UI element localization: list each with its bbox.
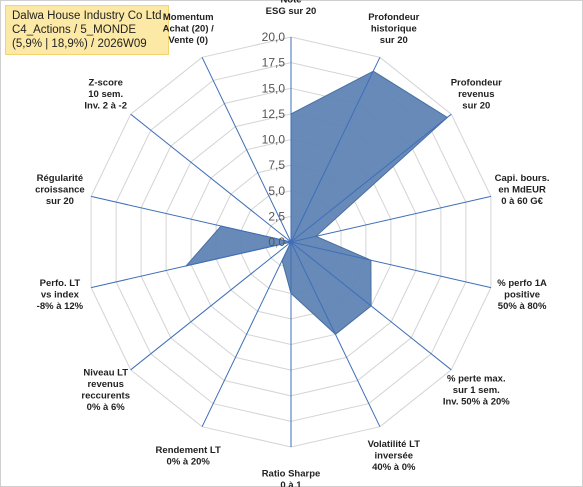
axis-label-line: Rendement LT [156, 445, 221, 456]
tick-label: 12,5 [262, 107, 286, 121]
axis-label: Z-score 10 sem. Inv. 2 à -2 [84, 78, 127, 112]
axis-label: Rendement LT 0% à 20% [156, 445, 221, 468]
axis-label-line: Momentum [163, 12, 214, 23]
axis-label-line: 0 à 60 G€ [501, 196, 543, 207]
axis-spoke [201, 57, 292, 243]
axis-label-line: ESG sur 20 [266, 6, 317, 17]
axis-label-line: sur 20 [462, 101, 490, 112]
chart-title-box: Dalwa House Industry Co Ltd C4_Actions /… [5, 5, 169, 55]
axis-label-line: Note [280, 0, 301, 5]
axis-label-line: inversée [375, 451, 414, 462]
tick-label: 5,0 [268, 184, 285, 198]
axis-label-line: Volatilité LT [368, 439, 421, 450]
axis-spoke [290, 241, 381, 427]
axis-label: Niveau LT revenus reccurents 0% à 6% [81, 368, 130, 414]
axis-label-line: Inv. 2 à -2 [84, 101, 127, 112]
tick-label: 10,0 [262, 133, 286, 147]
axis-label-line: Perfo. LT [40, 278, 81, 289]
series-area [184, 70, 449, 335]
axis-label-line: Capi. bours. [495, 173, 550, 184]
axis-label-line: Vente (0) [168, 35, 208, 46]
axis-label-line: Régularité [37, 173, 83, 184]
axis-spoke [290, 241, 452, 371]
axis-label-line: % perfo 1A [497, 278, 547, 289]
axis-spoke [130, 241, 292, 371]
axis-label-line: Niveau LT [83, 368, 128, 379]
axis-label: % perfo 1A positive 50% à 80% [497, 278, 547, 312]
axis-label-line: sur 20 [46, 196, 74, 207]
axis-spoke [90, 241, 292, 289]
tick-label: 17,5 [262, 56, 286, 70]
axis-label: Volatilité LT inversée 40% à 0% [368, 439, 421, 473]
axis-label-line: vs index [41, 290, 80, 301]
axis-spoke [130, 113, 292, 243]
axis-label-line: 0 à 1 [280, 480, 302, 487]
axis-label-line: revenus [458, 89, 494, 100]
tick-label: 15,0 [262, 81, 286, 95]
axis-label-line: sur 1 sem. [453, 385, 500, 396]
axis-label-line: revenus [87, 379, 123, 390]
tick-label: 20,0 [262, 30, 286, 44]
axis-spoke [290, 113, 452, 243]
axis-spoke [201, 241, 292, 427]
axis-label-line: 10 sem. [88, 89, 123, 100]
axis-spoke [90, 195, 292, 243]
axis-label-line: positive [504, 290, 540, 301]
axis-spoke [290, 57, 381, 243]
axis-label-line: en MdEUR [498, 184, 546, 195]
axis-spoke [290, 241, 492, 289]
axis-label-line: 40% à 0% [372, 462, 416, 473]
axis-label-line: croissance [35, 184, 85, 195]
axis-label: Profondeur historique sur 20 [368, 12, 419, 46]
axis-label-line: Ratio Sharpe [262, 468, 321, 479]
axis-label: Régularité croissance sur 20 [35, 173, 85, 207]
axis-label: Ratio Sharpe 0 à 1 [262, 468, 321, 487]
axis-label: Capi. bours. en MdEUR 0 à 60 G€ [495, 173, 550, 207]
axis-label-line: Inv. 50% à 20% [443, 396, 510, 407]
axis-label: Profondeur revenus sur 20 [451, 78, 502, 112]
axis-label-line: 0% à 6% [87, 402, 126, 413]
axis-label-line: sur 20 [380, 35, 408, 46]
title-line-3: (5,9% | 18,9%) / 2026W09 [12, 38, 147, 50]
axis-label-line: -8% à 12% [37, 301, 84, 312]
title-line-2: C4_Actions / 5_MONDE [12, 24, 136, 36]
axis-label-line: Profondeur [368, 12, 419, 23]
axis-label-line: reccurents [81, 391, 130, 402]
axis-spoke [290, 195, 492, 243]
axis-label-line: 0% à 20% [167, 456, 211, 467]
axis-label-line: Z-score [89, 78, 123, 89]
tick-label: 0,0 [268, 235, 285, 249]
axis-label: Momentum Achat (20) / Vente (0) [163, 12, 215, 46]
axis-label: NoteESG sur 20 [266, 0, 317, 17]
axis-label-line: Profondeur [451, 78, 502, 89]
axis-label-line: historique [371, 24, 417, 35]
title-line-1: Dalwa House Industry Co Ltd [12, 10, 162, 22]
axis-label-line: Achat (20) / [163, 24, 215, 35]
tick-label: 2,5 [268, 209, 285, 223]
axis-label-line: % perte max. [447, 373, 506, 384]
tick-label: 7,5 [268, 158, 285, 172]
axis-label-line: 50% à 80% [498, 301, 547, 312]
axis-label: % perte max. sur 1 sem. Inv. 50% à 20% [443, 373, 510, 407]
axis-label: Perfo. LT vs index -8% à 12% [37, 278, 84, 312]
